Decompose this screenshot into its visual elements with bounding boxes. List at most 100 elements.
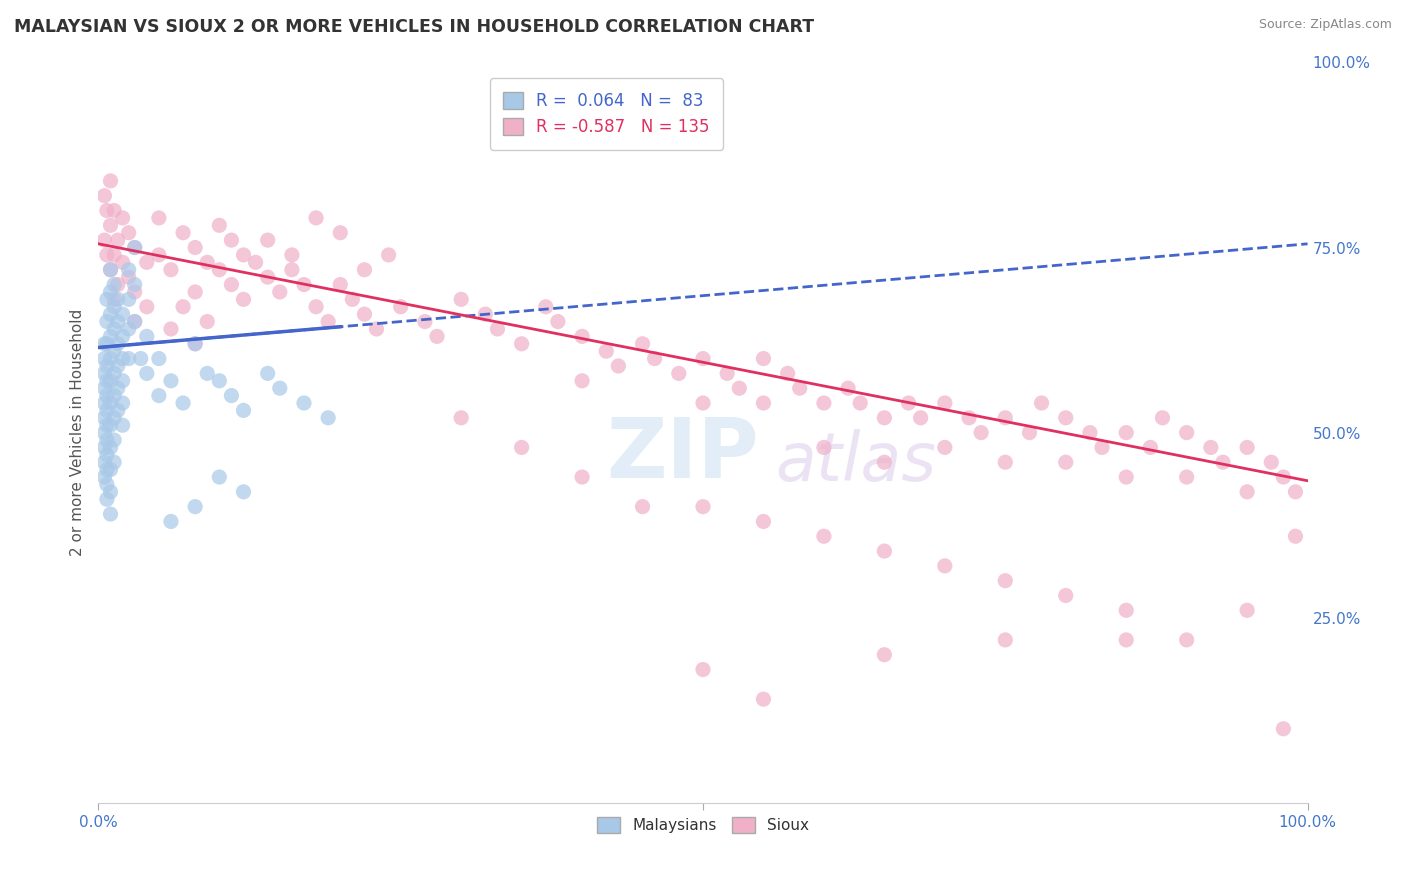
Point — [111, 351, 134, 366]
Point — [1272, 470, 1295, 484]
Point — [96, 336, 118, 351]
Point — [631, 336, 654, 351]
Point — [100, 307, 122, 321]
Point — [124, 314, 146, 328]
Point — [184, 240, 207, 255]
Point — [118, 293, 141, 307]
Point — [292, 396, 315, 410]
Point — [118, 262, 141, 277]
Point — [873, 410, 896, 425]
Point — [269, 285, 291, 299]
Point — [96, 293, 118, 307]
Point — [692, 351, 714, 366]
Point — [232, 293, 254, 307]
Point — [93, 441, 115, 455]
Point — [1260, 455, 1282, 469]
Point — [107, 381, 129, 395]
Point — [208, 374, 231, 388]
Point — [316, 410, 339, 425]
Point — [111, 255, 134, 269]
Point — [208, 219, 231, 233]
Point — [107, 233, 129, 247]
Point — [752, 692, 775, 706]
Point — [571, 329, 593, 343]
Point — [571, 470, 593, 484]
Point — [353, 262, 375, 277]
Point — [93, 470, 115, 484]
Point — [100, 285, 122, 299]
Point — [329, 226, 352, 240]
Point — [1236, 441, 1258, 455]
Point — [100, 441, 122, 455]
Point — [100, 219, 122, 233]
Point — [1175, 425, 1198, 440]
Point — [103, 300, 125, 314]
Point — [934, 558, 956, 573]
Point — [124, 314, 146, 328]
Point — [1139, 441, 1161, 455]
Point — [1115, 470, 1137, 484]
Y-axis label: 2 or more Vehicles in Household: 2 or more Vehicles in Household — [69, 309, 84, 557]
Point — [93, 367, 115, 381]
Point — [281, 262, 304, 277]
Point — [1236, 603, 1258, 617]
Point — [184, 336, 207, 351]
Point — [426, 329, 449, 343]
Point — [148, 211, 170, 225]
Point — [100, 351, 122, 366]
Point — [111, 211, 134, 225]
Point — [160, 515, 183, 529]
Point — [353, 307, 375, 321]
Point — [1031, 396, 1053, 410]
Point — [135, 329, 157, 343]
Point — [124, 277, 146, 292]
Point — [607, 359, 630, 373]
Point — [994, 574, 1017, 588]
Point — [1054, 589, 1077, 603]
Point — [292, 277, 315, 292]
Text: Source: ZipAtlas.com: Source: ZipAtlas.com — [1258, 18, 1392, 31]
Point — [124, 285, 146, 299]
Point — [510, 336, 533, 351]
Point — [595, 344, 617, 359]
Point — [172, 300, 194, 314]
Point — [111, 307, 134, 321]
Point — [752, 396, 775, 410]
Point — [789, 381, 811, 395]
Point — [1091, 441, 1114, 455]
Legend: Malaysians, Sioux: Malaysians, Sioux — [591, 812, 815, 839]
Point — [692, 396, 714, 410]
Point — [389, 300, 412, 314]
Point — [934, 396, 956, 410]
Point — [849, 396, 872, 410]
Point — [93, 381, 115, 395]
Point — [692, 663, 714, 677]
Point — [269, 381, 291, 395]
Point — [232, 248, 254, 262]
Point — [644, 351, 666, 366]
Point — [221, 388, 243, 402]
Point — [256, 367, 278, 381]
Point — [184, 500, 207, 514]
Point — [1078, 425, 1101, 440]
Point — [124, 240, 146, 255]
Point — [232, 484, 254, 499]
Point — [93, 410, 115, 425]
Point — [107, 336, 129, 351]
Point — [994, 410, 1017, 425]
Point — [377, 248, 399, 262]
Point — [107, 293, 129, 307]
Point — [96, 374, 118, 388]
Point — [93, 396, 115, 410]
Point — [96, 448, 118, 462]
Point — [118, 322, 141, 336]
Point — [728, 381, 751, 395]
Point — [510, 441, 533, 455]
Point — [100, 262, 122, 277]
Text: MALAYSIAN VS SIOUX 2 OR MORE VEHICLES IN HOUSEHOLD CORRELATION CHART: MALAYSIAN VS SIOUX 2 OR MORE VEHICLES IN… — [14, 18, 814, 36]
Point — [910, 410, 932, 425]
Point — [135, 367, 157, 381]
Point — [994, 632, 1017, 647]
Point — [232, 403, 254, 417]
Point — [124, 240, 146, 255]
